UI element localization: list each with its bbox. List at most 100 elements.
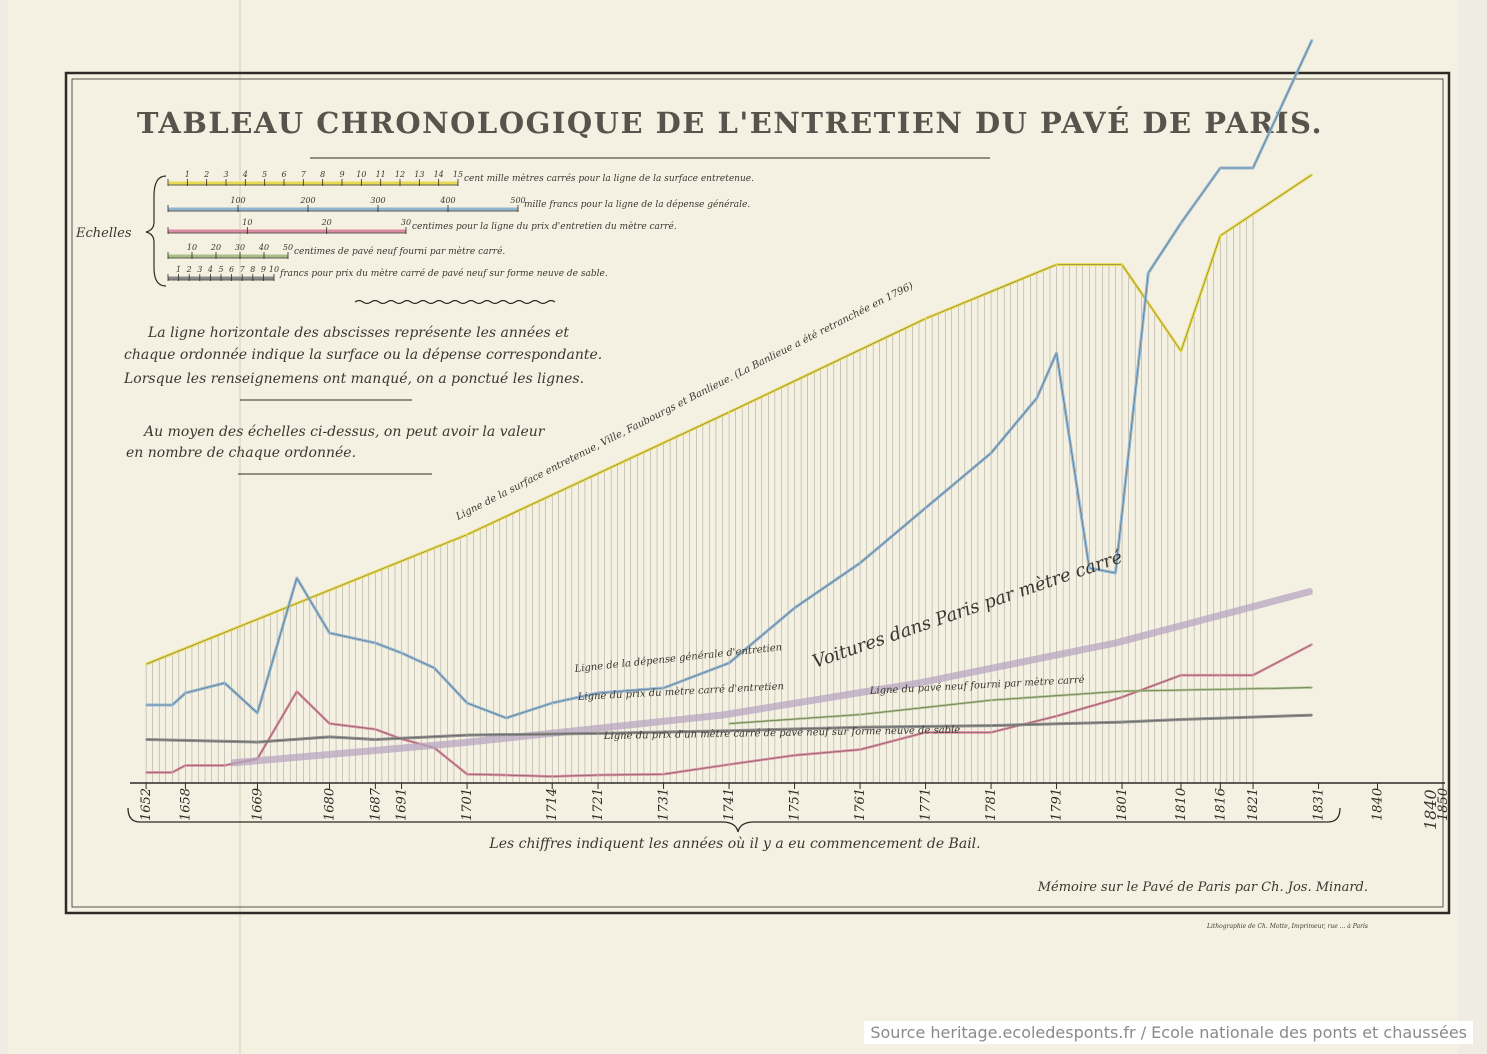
scale-tick-label: 8 xyxy=(250,265,255,274)
data-point-pave_neuf xyxy=(1121,690,1123,693)
data-point-surface xyxy=(924,317,927,320)
data-point-depense xyxy=(1219,167,1222,169)
data-point-pave_neuf xyxy=(990,699,992,702)
scale-tick-label: 14 xyxy=(434,170,444,179)
data-point-depense xyxy=(793,607,796,609)
data-point-depense xyxy=(400,652,403,654)
signature: Mémoire sur le Pavé de Paris par Ch. Jos… xyxy=(1037,880,1368,895)
data-point-depense xyxy=(433,667,436,669)
scale-tick-label: 1 xyxy=(185,170,190,179)
x-tick-label: 1691 xyxy=(395,788,410,821)
data-point-prix_entretien xyxy=(551,775,554,778)
scale-tick-label: 10 xyxy=(356,170,366,179)
data-point-surface xyxy=(466,533,468,536)
scale-tick-label: 20 xyxy=(210,243,221,252)
data-point-prix_entretien xyxy=(793,754,796,757)
scale-tick-label: 1 xyxy=(176,265,181,274)
scale-tick-label: 400 xyxy=(439,196,455,205)
x-tick-label: 1840 xyxy=(1371,788,1386,821)
note-line: Lorsque les renseignemens ont manqué, on… xyxy=(123,371,584,387)
data-point-prix_entretien xyxy=(1121,696,1123,699)
data-point-prix_entretien xyxy=(859,748,861,751)
data-point-pave_sable xyxy=(145,738,148,741)
data-point-prix_entretien xyxy=(223,764,226,767)
data-point-depense xyxy=(551,702,554,704)
scale-tick-label: 2 xyxy=(186,265,192,274)
data-point-depense xyxy=(466,702,468,704)
x-tick-label: 1810 xyxy=(1174,788,1189,821)
scale-tick-label: 2 xyxy=(203,170,209,179)
data-point-voitures xyxy=(1311,590,1313,592)
data-point-surface xyxy=(1055,263,1058,266)
data-point-depense xyxy=(1252,167,1254,169)
data-point-depense xyxy=(171,704,174,706)
scale-tick-label: 3 xyxy=(223,170,228,179)
series-lines xyxy=(145,39,1314,778)
scale-tick-label: 10 xyxy=(242,218,252,227)
x-tick-label: 1701 xyxy=(460,788,475,821)
scale-tick-label: 50 xyxy=(283,243,293,252)
scale-tick-label: 15 xyxy=(453,170,463,179)
scale-tick-label: 500 xyxy=(510,196,525,205)
x-axis-label: Les chiffres indiquent les années où il … xyxy=(488,836,980,852)
data-point-prix_entretien xyxy=(466,773,468,776)
data-point-depense xyxy=(374,642,377,644)
data-point-depense xyxy=(505,717,508,719)
data-point-prix_entretien xyxy=(990,731,992,734)
x-tick-label: 1741 xyxy=(722,788,737,821)
scale-tick-label: 8 xyxy=(320,170,325,179)
note-line: en nombre de chaque ordonnée. xyxy=(126,445,356,461)
x-axis-brace xyxy=(127,807,1341,833)
scale-tick-label: 300 xyxy=(370,196,385,205)
data-point-voitures xyxy=(721,714,724,716)
ornament-divider xyxy=(354,299,556,305)
x-tick-label: 1771 xyxy=(919,788,934,821)
scale-tick-label: 6 xyxy=(229,265,234,274)
data-point-pave_sable xyxy=(597,732,599,735)
data-point-depense xyxy=(328,632,331,634)
x-tick-label: 1816 xyxy=(1213,788,1228,821)
x-tick-label: 1658 xyxy=(178,788,193,821)
corner-year-note: 1840 xyxy=(1421,789,1440,830)
data-point-prix_entretien xyxy=(328,722,331,725)
scale-row: 1 2 3 4 5 6 7 8 9 10 11 12 13 14 15 cent mille mètres c… xyxy=(167,170,754,186)
scale-tick-label: 9 xyxy=(261,265,266,274)
chart-title: TABLEAU CHRONOLOGIQUE DE L'ENTRETIEN DU … xyxy=(137,105,1323,140)
scale-tick-label: 7 xyxy=(301,170,307,179)
data-point-prix_entretien xyxy=(505,774,508,776)
x-axis-ticks: 1652 1658 1669 1680 1687 1691 1701 1714 1721 1731… xyxy=(139,783,1451,821)
scale-caption: centimes de pavé neuf fourni par mètre c… xyxy=(294,246,505,257)
scale-tick-label: 20 xyxy=(321,218,332,227)
data-point-prix_entretien xyxy=(374,728,377,731)
data-point-surface xyxy=(1180,350,1182,352)
data-point-pave_sable xyxy=(1311,714,1313,717)
data-point-prix_entretien xyxy=(1252,674,1254,677)
data-point-prix_entretien xyxy=(662,773,665,776)
scale-tick-label: 200 xyxy=(299,196,315,205)
data-point-depense xyxy=(924,507,927,509)
data-point-pave_sable xyxy=(374,738,377,741)
imprint: Lithographie de Ch. Motte, Imprimeur, ru… xyxy=(1206,923,1368,930)
frame-outer xyxy=(64,71,1451,915)
data-point-voitures xyxy=(459,742,462,744)
data-point-pave_neuf xyxy=(728,722,730,725)
data-point-depense xyxy=(1088,567,1091,569)
scale-tick-label: 11 xyxy=(376,170,386,179)
x-tick-label: 1680 xyxy=(323,788,338,821)
scale-row: 10 20 30 40 50 centimes de pavé neuf fourni p… xyxy=(167,243,505,259)
x-tick-label: 1714 xyxy=(545,788,560,821)
x-tick-label: 1791 xyxy=(1050,788,1065,821)
x-tick-label: 1801 xyxy=(1115,788,1130,821)
scale-tick-label: 4 xyxy=(242,170,248,179)
data-point-depense xyxy=(295,577,298,579)
data-point-voitures xyxy=(230,762,233,764)
data-point-depense xyxy=(728,662,730,664)
note-line: La ligne horizontale des abscisses repré… xyxy=(147,325,569,341)
data-point-pave_sable xyxy=(1121,721,1123,723)
data-point-depense xyxy=(1147,272,1150,274)
data-point-prix_entretien xyxy=(924,731,927,734)
scales-label: Echelles xyxy=(75,226,132,241)
data-point-pave_sable xyxy=(256,741,259,744)
data-point-pave_sable xyxy=(859,726,861,729)
